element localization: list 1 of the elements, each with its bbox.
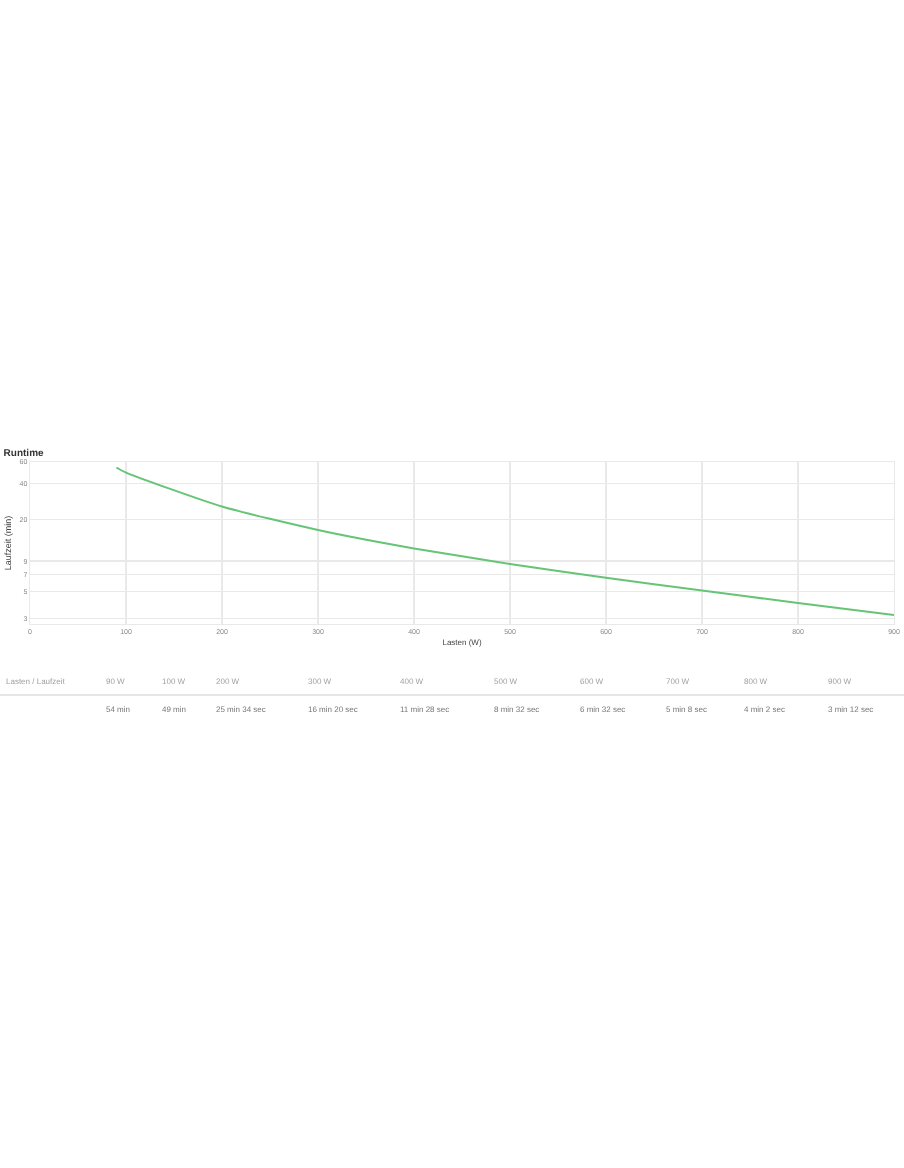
line-series	[115, 466, 894, 617]
